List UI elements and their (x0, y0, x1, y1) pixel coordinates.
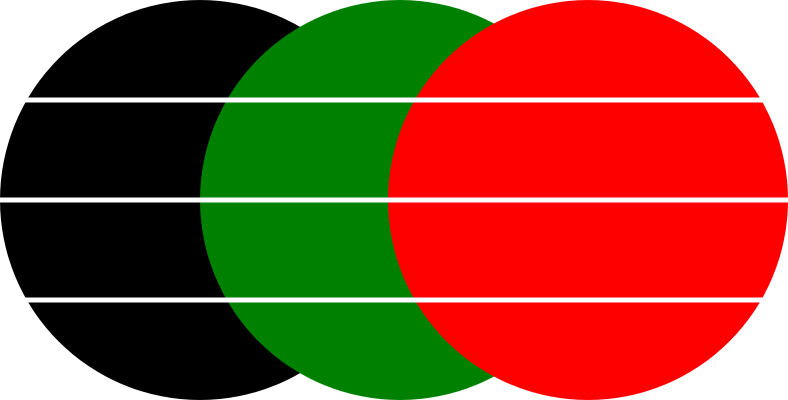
stripe-bottom (0, 297, 788, 303)
stripe-middle (0, 197, 788, 203)
stripe-top (0, 97, 788, 103)
